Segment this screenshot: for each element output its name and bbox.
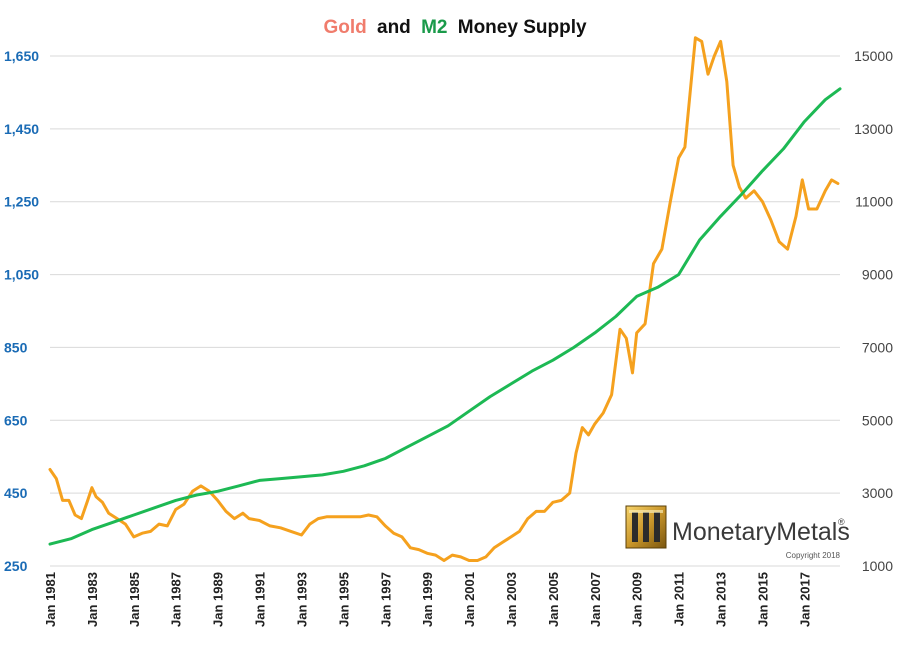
monetary-metals-logo: MonetaryMetals ® Copyright 2018 bbox=[625, 505, 850, 560]
x-axis-tick: Jan 1999 bbox=[420, 572, 435, 627]
logo-registered: ® bbox=[838, 517, 845, 527]
x-axis-tick: Jan 2015 bbox=[755, 572, 770, 627]
right-axis-tick: 3000 bbox=[862, 485, 893, 501]
x-axis-tick: Jan 2013 bbox=[714, 572, 729, 627]
x-axis-tick: Jan 2003 bbox=[504, 572, 519, 627]
x-axis-tick: Jan 2017 bbox=[797, 572, 812, 627]
title-and: and bbox=[377, 17, 411, 38]
left-axis-tick: 1,250 bbox=[4, 194, 39, 210]
left-axis: 250 450 650 850 1,050 1,250 1,450 1,650 bbox=[4, 48, 39, 574]
left-axis-tick: 850 bbox=[4, 339, 28, 355]
title-gold: Gold bbox=[323, 17, 366, 38]
gridlines bbox=[50, 55, 840, 567]
right-axis-tick: 9000 bbox=[862, 267, 893, 283]
title-m2: M2 bbox=[421, 17, 447, 38]
left-axis-tick: 1,650 bbox=[4, 48, 39, 64]
right-axis: 1000 3000 5000 7000 9000 11000 13000 15000 bbox=[854, 48, 893, 574]
logo-name-part2: Metals bbox=[776, 518, 850, 546]
x-axis-tick: Jan 2009 bbox=[630, 572, 645, 627]
right-axis-tick: 11000 bbox=[855, 194, 893, 210]
logo-name: MonetaryMetals bbox=[672, 518, 850, 546]
series-line-gold bbox=[48, 36, 840, 562]
x-axis-tick: Jan 1989 bbox=[211, 572, 226, 627]
logo-mark-icon bbox=[625, 505, 667, 549]
right-axis-tick: 15000 bbox=[854, 48, 893, 64]
x-axis-tick: Jan 1983 bbox=[85, 572, 100, 627]
left-axis-tick: 1,050 bbox=[4, 267, 39, 283]
logo-copyright: Copyright 2018 bbox=[786, 551, 841, 560]
left-axis-tick: 650 bbox=[4, 412, 28, 428]
right-axis-tick: 1000 bbox=[862, 558, 893, 574]
series-line-m2 bbox=[48, 87, 842, 546]
x-axis-tick: Jan 1993 bbox=[294, 572, 309, 627]
right-axis-tick: 5000 bbox=[862, 412, 893, 428]
x-axis: Jan 1981 Jan 1983 Jan 1985 Jan 1987 Jan 1989… bbox=[43, 572, 812, 627]
x-axis-tick: Jan 2005 bbox=[546, 572, 561, 627]
logo-name-part1: Monetary bbox=[672, 518, 777, 546]
left-axis-tick: 250 bbox=[4, 558, 28, 574]
x-axis-tick: Jan 1995 bbox=[336, 572, 351, 627]
left-axis-tick: 1,450 bbox=[4, 121, 39, 137]
x-axis-tick: Jan 1987 bbox=[169, 572, 184, 627]
x-axis-tick: Jan 1985 bbox=[127, 572, 142, 627]
chart-title: Gold and M2 Money Supply bbox=[323, 17, 587, 38]
right-axis-tick: 13000 bbox=[854, 121, 893, 137]
right-axis-tick: 7000 bbox=[862, 339, 893, 355]
x-axis-tick: Jan 2011 bbox=[672, 572, 687, 626]
x-axis-tick: Jan 1997 bbox=[378, 572, 393, 627]
x-axis-tick: Jan 2007 bbox=[588, 572, 603, 627]
series-layer bbox=[48, 36, 842, 562]
title-money-supply: Money Supply bbox=[458, 17, 587, 38]
x-axis-tick: Jan 2001 bbox=[462, 572, 477, 627]
left-axis-tick: 450 bbox=[4, 485, 28, 501]
x-axis-tick: Jan 1981 bbox=[43, 572, 58, 627]
x-axis-tick: Jan 1991 bbox=[253, 572, 268, 627]
